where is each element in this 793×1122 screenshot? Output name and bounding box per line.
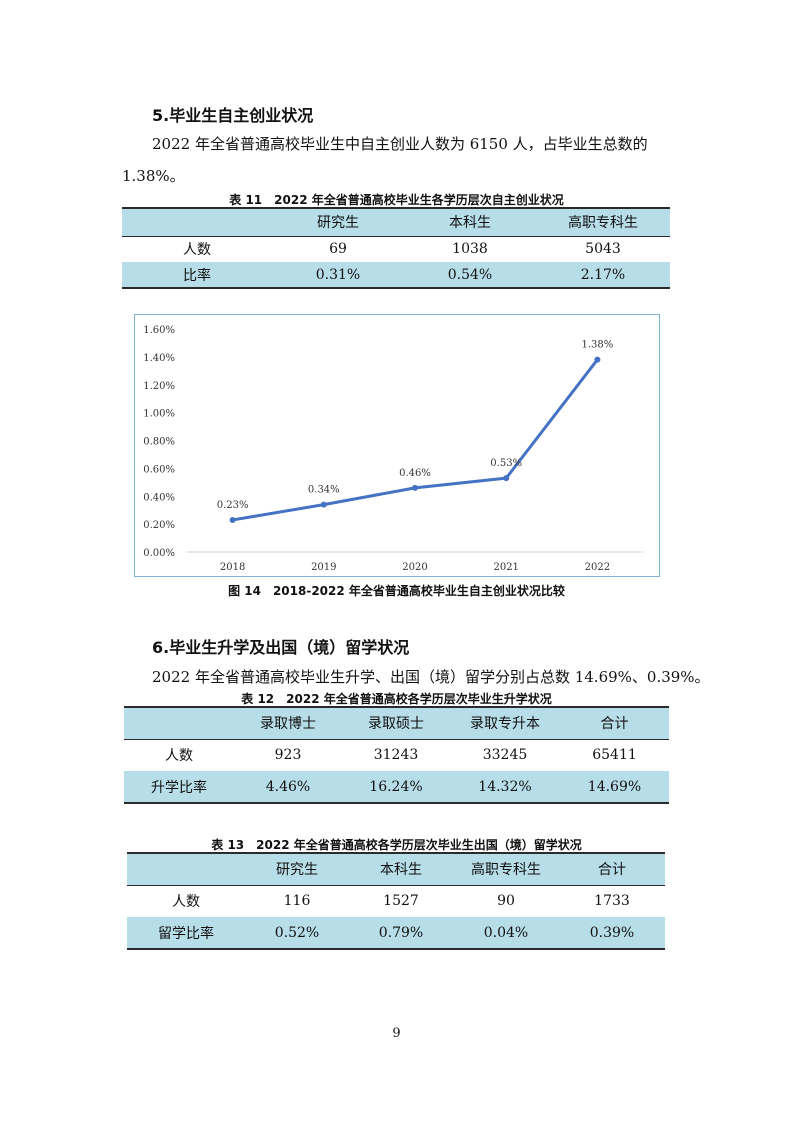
section6-paragraph: 2022 年全省普通高校毕业生升学、出国（境）留学分别占总数 14.69%、0.…: [152, 668, 710, 686]
data-point: [229, 516, 236, 523]
x-tick-label: 2022: [585, 562, 610, 573]
y-tick-label: 0.80%: [143, 437, 175, 448]
table12-cell: 16.24%: [342, 771, 450, 804]
table13-cell: 0.52%: [245, 917, 349, 950]
data-point: [503, 475, 510, 482]
table12-header-row: 录取博士 录取硕士 录取专升本 合计: [124, 706, 669, 740]
table11-header-cell: 本科生: [404, 207, 536, 237]
table13-header-cell: 合计: [559, 852, 665, 886]
table11-cell: 人数: [183, 242, 211, 259]
figure14-caption: 图 14 2018-2022 年全省普通高校毕业生自主创业状况比较: [228, 584, 565, 598]
y-tick-label: 0.60%: [143, 464, 175, 475]
table13-header-row: 研究生 本科生 高职专科生 合计: [127, 852, 665, 886]
table12-header-cell: 录取硕士: [342, 706, 450, 740]
y-tick-label: 1.20%: [143, 381, 175, 392]
y-tick-label: 0.00%: [143, 548, 175, 559]
table-row: 人数 923 31243 33245 65411: [124, 739, 669, 771]
table13-cell: 1733: [594, 893, 630, 910]
y-tick-label: 1.40%: [143, 353, 175, 364]
data-label: 0.23%: [217, 500, 249, 511]
y-tick-label: 1.00%: [143, 409, 175, 420]
table11-header-cell: [122, 207, 272, 237]
table13-cell: 116: [283, 893, 311, 910]
table-row: 人数 69 1038 5043: [122, 236, 670, 262]
x-tick-label: 2021: [493, 562, 518, 573]
section5-paragraph-line1: 2022 年全省普通高校毕业生中自主创业人数为 6150 人，占毕业生总数的: [152, 135, 648, 153]
table12-cell: 人数: [165, 748, 193, 765]
section5-heading: 5.毕业生自主创业状况: [152, 106, 314, 125]
data-point: [412, 484, 418, 491]
page-number: 9: [392, 1026, 401, 1041]
table12-cell: 4.46%: [234, 771, 342, 804]
x-tick-label: 2018: [220, 562, 245, 573]
table13-header-cell: 研究生: [245, 852, 349, 886]
table13-cell: 0.04%: [453, 917, 559, 950]
table12-header-cell: 录取专升本: [450, 706, 560, 740]
table13-cell: 90: [497, 893, 515, 910]
table13: 研究生 本科生 高职专科生 合计 人数 116 1527 90 1733 留学比…: [127, 852, 665, 950]
table11-caption: 表 11 2022 年全省普通高校毕业生各学历层次自主创业状况: [229, 193, 564, 207]
table13-cell: 0.39%: [559, 917, 665, 950]
table-row: 留学比率 0.52% 0.79% 0.04% 0.39%: [127, 917, 665, 950]
table13-header-cell: [127, 852, 245, 886]
table12-cell: 14.32%: [450, 771, 560, 804]
line-chart: 0.00% 0.20% 0.40% 0.60% 0.80% 1.00% 1.20% 1.40%…: [143, 325, 643, 573]
data-label: 1.38%: [582, 340, 614, 351]
table11-cell: 0.31%: [272, 262, 404, 289]
table11-cell: 2.17%: [536, 262, 670, 289]
table11: 研究生 本科生 高职专科生 人数 69 1038 5043 比率 0.31% 0…: [122, 207, 670, 289]
y-tick-label: 0.20%: [143, 520, 175, 531]
table12-cell: 升学比率: [124, 771, 234, 804]
y-tick-label: 1.60%: [143, 325, 175, 336]
table12-caption: 表 12 2022 年全省普通高校各学历层次毕业生升学状况: [241, 692, 552, 706]
data-point: [594, 356, 601, 363]
table12-cell: 923: [274, 747, 302, 764]
table12-cell: 33245: [482, 747, 528, 764]
table12-header-cell: 录取博士: [234, 706, 342, 740]
table12-cell: 31243: [373, 747, 419, 764]
table-row: 升学比率 4.46% 16.24% 14.32% 14.69%: [124, 771, 669, 804]
y-tick-label: 0.40%: [143, 492, 175, 503]
section6-heading: 6.毕业生升学及出国（境）留学状况: [152, 638, 410, 657]
data-label: 0.34%: [308, 485, 340, 496]
table11-cell: 比率: [122, 262, 272, 289]
table-row: 比率 0.31% 0.54% 2.17%: [122, 262, 670, 289]
table-row: 人数 116 1527 90 1733: [127, 885, 665, 917]
table13-caption: 表 13 2022 年全省普通高校各学历层次毕业生出国（境）留学状况: [211, 838, 582, 852]
table13-cell: 留学比率: [127, 917, 245, 950]
table11-cell: 5043: [585, 241, 621, 258]
table12-header-cell: [124, 706, 234, 740]
series-line: [232, 358, 599, 522]
table11-header-cell: 高职专科生: [536, 207, 670, 237]
table11-cell: 69: [329, 241, 347, 258]
data-label: 0.53%: [490, 458, 522, 469]
table12-cell: 65411: [592, 747, 637, 764]
table13-header-cell: 高职专科生: [453, 852, 559, 886]
x-tick-label: 2020: [402, 562, 427, 573]
table12-header-cell: 合计: [560, 706, 669, 740]
x-tick-label: 2019: [311, 562, 336, 573]
table12: 录取博士 录取硕士 录取专升本 合计 人数 923 31243 33245 65…: [124, 706, 669, 804]
table12-cell: 14.69%: [560, 771, 669, 804]
table11-cell: 1038: [452, 241, 488, 258]
table13-cell: 0.79%: [349, 917, 453, 950]
table11-header-row: 研究生 本科生 高职专科生: [122, 207, 670, 237]
table11-header-cell: 研究生: [272, 207, 404, 237]
section5-paragraph-line2: 1.38%。: [122, 167, 185, 185]
data-point: [320, 501, 327, 508]
table13-header-cell: 本科生: [349, 852, 453, 886]
table13-cell: 人数: [172, 894, 200, 911]
data-label: 0.46%: [399, 468, 431, 479]
table13-cell: 1527: [383, 893, 419, 910]
line-chart-frame: 0.00% 0.20% 0.40% 0.60% 0.80% 1.00% 1.20% 1.40%…: [134, 314, 660, 577]
table11-cell: 0.54%: [404, 262, 536, 289]
